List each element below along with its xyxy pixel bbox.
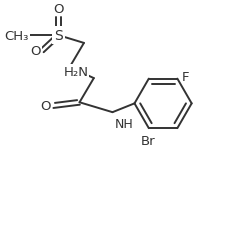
Text: CH₃: CH₃ [5, 30, 29, 43]
Text: F: F [182, 71, 189, 84]
Text: Br: Br [140, 134, 155, 147]
Text: NH: NH [115, 117, 133, 130]
Text: H₂N: H₂N [63, 66, 88, 79]
Text: O: O [41, 100, 51, 113]
Text: O: O [30, 45, 40, 58]
Text: O: O [53, 3, 64, 16]
Text: S: S [54, 29, 63, 43]
